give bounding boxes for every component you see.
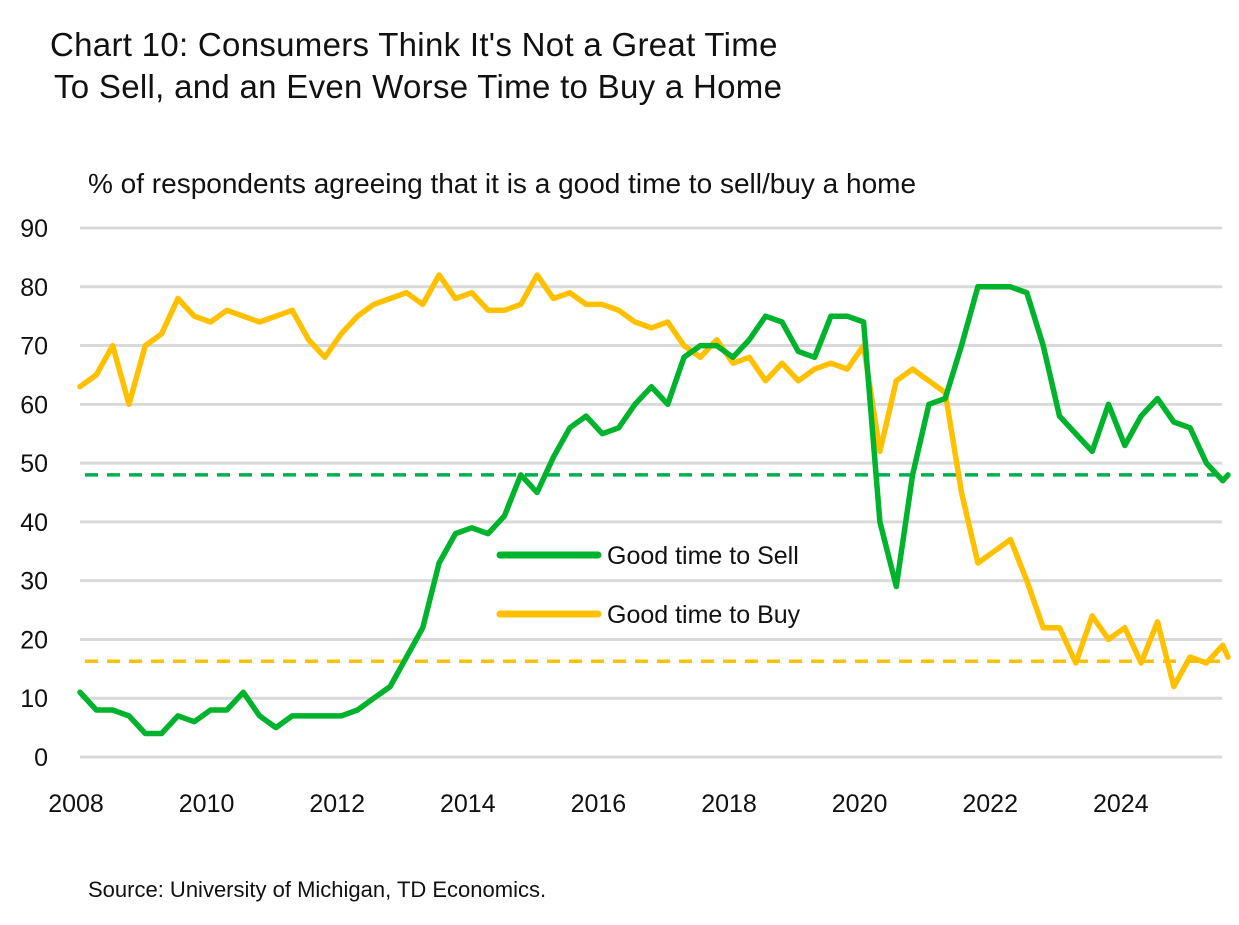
y-tick-label: 10	[20, 685, 48, 713]
legend-label-sell: Good time to Sell	[607, 542, 799, 570]
x-tick-label: 2018	[701, 790, 757, 818]
x-tick-label: 2022	[962, 790, 1018, 818]
buy-series-line	[77, 272, 1231, 690]
gridlines	[80, 226, 1222, 759]
source-note: Source: University of Michigan, TD Econo…	[88, 877, 547, 902]
y-axis-ticks: 0 10 20 30 40 50 60 70 80 90	[20, 215, 48, 772]
average-reference-lines	[85, 473, 1222, 663]
series-lines	[77, 272, 1231, 737]
y-tick-label: 40	[20, 509, 48, 537]
x-axis-ticks: 2008 2010 2012 2014 2016 2018 2020 2022 2024	[48, 790, 1149, 818]
chart-subtitle: % of respondents agreeing that it is a g…	[88, 168, 917, 199]
x-tick-label: 2008	[48, 790, 104, 818]
x-tick-label: 2020	[832, 790, 888, 818]
y-tick-label: 90	[20, 215, 48, 243]
y-tick-label: 30	[20, 568, 48, 596]
chart-title-line-1: Chart 10: Consumers Think It's Not a Gre…	[50, 26, 778, 63]
y-tick-label: 70	[20, 333, 48, 361]
legend-label-buy: Good time to Buy	[607, 601, 801, 629]
x-tick-label: 2016	[571, 790, 627, 818]
y-tick-label: 20	[20, 626, 48, 654]
x-tick-label: 2024	[1093, 790, 1149, 818]
chart-title: Chart 10: Consumers Think It's Not a Gre…	[50, 24, 782, 108]
sell-series-line	[77, 284, 1231, 737]
x-tick-label: 2010	[179, 790, 235, 818]
y-tick-label: 60	[20, 391, 48, 419]
chart-title-line-2: To Sell, and an Even Worse Time to Buy a…	[54, 68, 783, 105]
x-tick-label: 2014	[440, 790, 496, 818]
x-tick-label: 2012	[309, 790, 365, 818]
y-tick-label: 80	[20, 274, 48, 302]
y-tick-label: 0	[34, 744, 48, 772]
y-tick-label: 50	[20, 450, 48, 478]
legend: Good time to Sell Good time to Buy	[496, 542, 801, 629]
